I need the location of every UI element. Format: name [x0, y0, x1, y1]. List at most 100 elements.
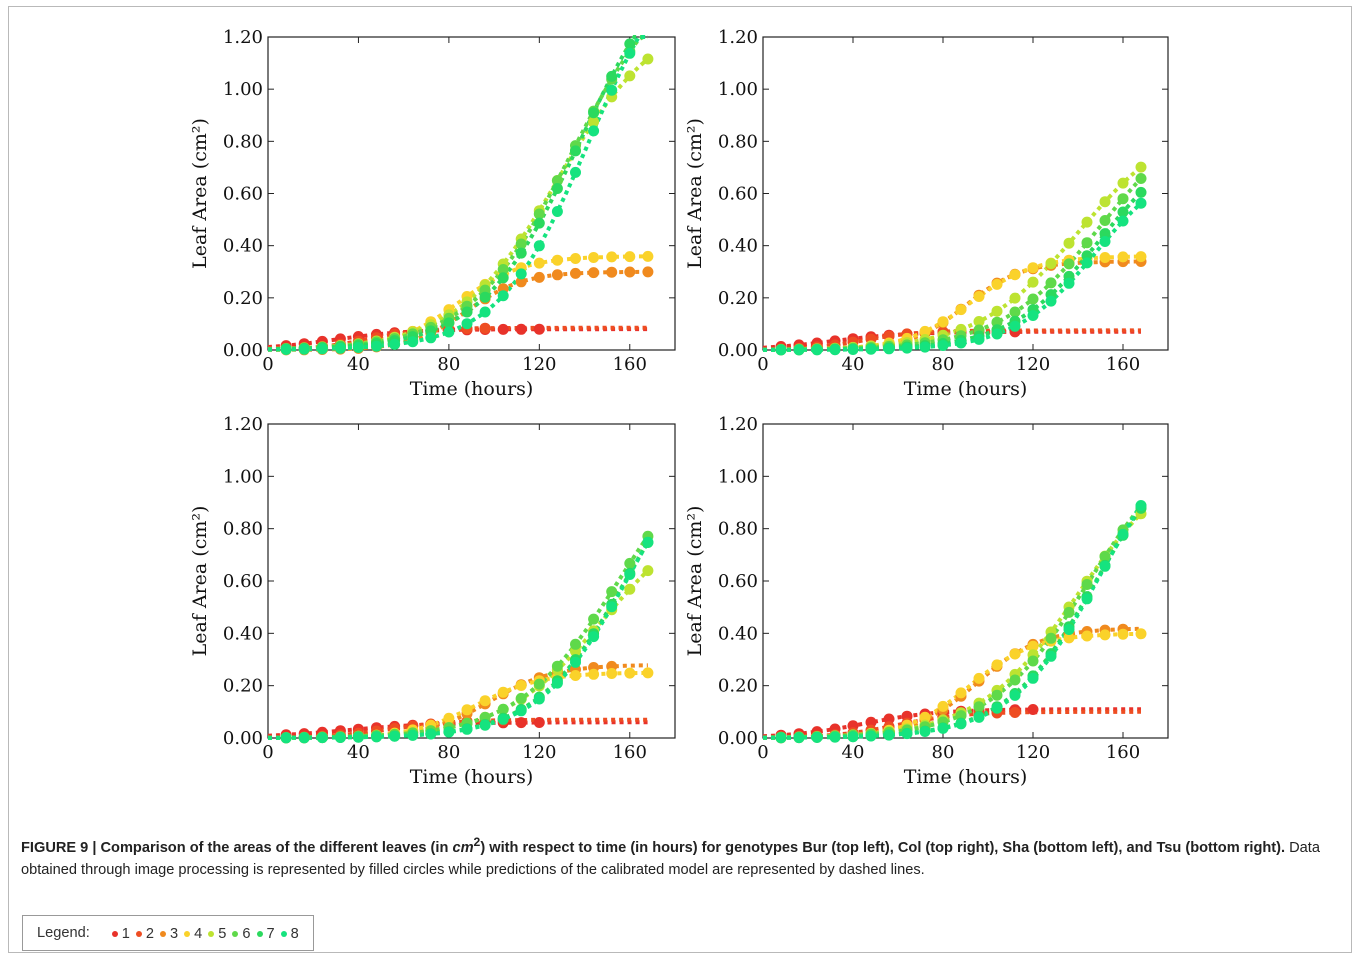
x-tick-label: 80: [437, 354, 460, 375]
y-tick-label: 0.00: [223, 340, 263, 361]
model-line-7: [763, 191, 1143, 352]
data-point-3: [515, 276, 527, 288]
data-point-8: [588, 125, 600, 137]
data-point-8: [588, 631, 600, 643]
legend-item-7: 7: [256, 926, 275, 942]
data-point-4: [642, 250, 654, 262]
chart-panel-bottom-right: 0 40 80 120 160 0.00 0.20 0.40 0.60 0.80 1.00 1.20 T…: [684, 414, 1169, 788]
data-point-8: [847, 344, 859, 355]
data-point-4: [479, 695, 491, 707]
chart-panel-top-right: 0 40 80 120 160 0.00 0.20 0.40 0.60 0.80 1.00 1.20 T…: [684, 27, 1169, 400]
caption-bold-post: ) with respect to time (in hours) for ge…: [480, 839, 1286, 856]
y-tick-label: 1.00: [718, 466, 758, 487]
data-point-6: [588, 613, 600, 625]
y-tick-label: 1.20: [223, 414, 263, 435]
data-point-8: [461, 723, 473, 735]
x-axis-label: Time (hours): [904, 766, 1028, 788]
chart-panel-top-left: 0 40 80 120 160 0.00 0.20 0.40 0.60 0.80 1.00 1.20 T…: [189, 27, 676, 400]
data-point-7: [479, 291, 491, 303]
model-line-3: [268, 663, 648, 740]
data-point-6: [991, 316, 1003, 328]
data-point-8: [371, 340, 382, 352]
data-point-6: [1009, 306, 1021, 318]
data-point-8: [955, 337, 967, 349]
data-point-8: [642, 536, 654, 548]
data-point-4: [1099, 252, 1111, 263]
data-point-4: [1117, 251, 1129, 263]
data-point-7: [1117, 206, 1129, 218]
data-point-5: [1027, 276, 1039, 288]
data-point-8: [883, 729, 895, 741]
legend-item-2: 2: [135, 926, 154, 942]
data-point-8: [775, 344, 787, 356]
data-point-4: [1027, 640, 1039, 652]
caption-bold-pre: Comparison of the areas of the different…: [100, 839, 453, 856]
data-point-8: [973, 333, 985, 345]
data-point-8: [479, 719, 491, 731]
data-point-8: [515, 705, 527, 717]
data-point-4: [991, 278, 1003, 290]
legend-label: Legend:: [37, 925, 90, 941]
data-point-6: [624, 557, 636, 569]
data-point-3: [551, 269, 563, 281]
legend-dot-5: [208, 930, 215, 937]
legend-item-8: 8: [280, 926, 299, 942]
model-line-3: [762, 626, 1142, 740]
data-point-8: [443, 726, 455, 738]
data-point-3: [642, 266, 654, 278]
data-point-8: [298, 343, 310, 355]
data-point-8: [334, 342, 346, 354]
y-tick-label: 0.40: [718, 623, 758, 644]
y-tick-label: 0.20: [223, 288, 263, 309]
legend-text-6: 6: [242, 925, 251, 942]
data-point-6: [1063, 258, 1075, 270]
model-line-1: [762, 329, 1141, 350]
data-point-8: [316, 732, 328, 744]
data-point-8: [1099, 560, 1111, 572]
data-point-8: [570, 166, 581, 178]
model-line-5: [762, 165, 1143, 352]
data-point-8: [865, 730, 877, 742]
plot-frame: [267, 423, 676, 739]
data-point-6: [551, 175, 563, 187]
x-axis-label: Time (hours): [410, 766, 534, 788]
data-point-6: [1099, 551, 1111, 562]
legend-item-1: 1: [111, 926, 130, 942]
data-point-7: [461, 306, 473, 318]
data-point-4: [919, 325, 931, 337]
data-point-4: [570, 253, 581, 264]
data-point-4: [1009, 269, 1021, 281]
data-point-8: [606, 84, 618, 96]
data-point-4: [515, 680, 527, 691]
data-point-4: [973, 291, 985, 302]
data-point-8: [497, 713, 509, 725]
data-point-6: [973, 701, 985, 713]
x-tick-label: 120: [522, 354, 556, 375]
data-point-4: [1135, 251, 1147, 263]
x-tick-label: 40: [347, 354, 370, 375]
data-point-6: [551, 660, 563, 672]
data-point-4: [1099, 629, 1111, 641]
data-point-8: [901, 342, 913, 354]
data-point-4: [1135, 628, 1147, 640]
data-point-8: [793, 344, 805, 356]
data-point-1: [1027, 704, 1039, 715]
data-point-4: [570, 670, 581, 681]
y-tick-label: 0.80: [223, 519, 263, 540]
data-point-5: [1045, 258, 1057, 270]
data-point-4: [955, 304, 967, 316]
data-point-4: [937, 700, 949, 712]
legend-item-6: 6: [232, 925, 251, 942]
data-point-8: [407, 729, 419, 741]
data-point-6: [1009, 674, 1021, 686]
data-point-8: [570, 656, 581, 668]
data-point-7: [443, 317, 455, 329]
data-point-6: [1027, 655, 1039, 667]
model-line-6: [763, 177, 1143, 352]
data-point-4: [1009, 648, 1021, 660]
data-point-4: [497, 686, 509, 698]
data-point-8: [425, 332, 437, 344]
data-point-8: [1099, 236, 1111, 247]
x-tick-label: 160: [1106, 354, 1140, 375]
